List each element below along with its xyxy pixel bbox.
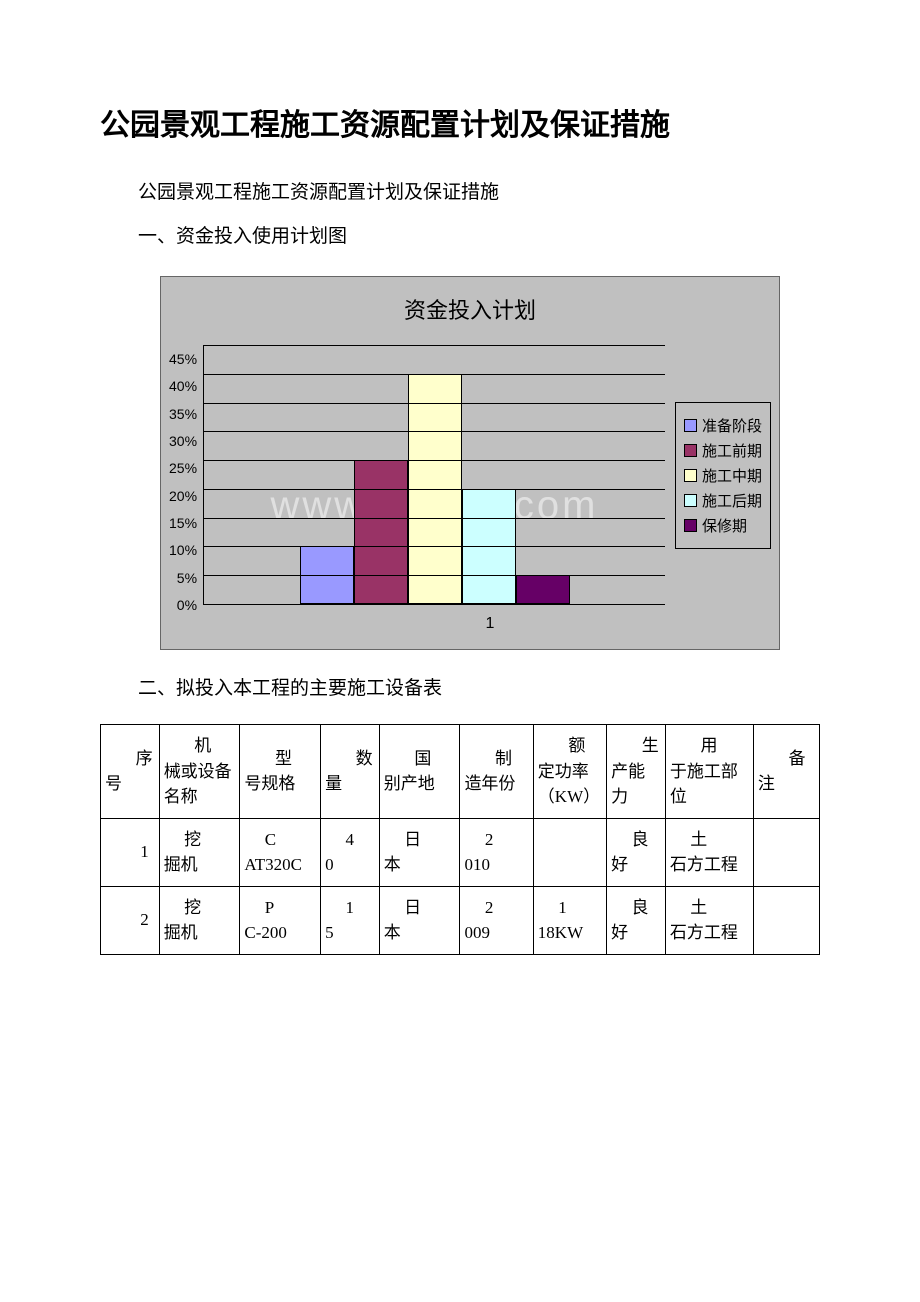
y-tick-label: 40% <box>169 379 197 393</box>
y-tick-label: 45% <box>169 352 197 366</box>
gridline <box>204 345 665 346</box>
table-cell: 15 <box>321 886 380 954</box>
section-2-heading: 二、拟投入本工程的主要施工设备表 <box>100 670 820 708</box>
investment-chart: 资金投入计划 45% 40% 35% 30% 25% 20% 15% 10% 5% 0% www.… <box>160 276 780 650</box>
gridline <box>204 431 665 432</box>
table-cell: 118KW <box>533 886 606 954</box>
y-tick-label: 25% <box>169 461 197 475</box>
legend-swatch <box>684 494 697 507</box>
legend-item: 施工中期 <box>684 465 762 486</box>
table-header-cell: 国别产地 <box>379 725 460 819</box>
y-tick-label: 35% <box>169 407 197 421</box>
table-row: 2挖掘机PC-20015日本2009118KW良好土石方工程 <box>101 886 820 954</box>
chart-plot-area: www.bdocx.com <box>203 345 665 605</box>
table-cell <box>533 818 606 886</box>
table-header-cell: 额定功率（KW） <box>533 725 606 819</box>
bar <box>354 460 408 604</box>
chart-wrapper: 资金投入计划 45% 40% 35% 30% 25% 20% 15% 10% 5% 0% www.… <box>160 276 780 650</box>
table-cell: 40 <box>321 818 380 886</box>
y-tick-label: 5% <box>177 571 197 585</box>
table-cell <box>753 886 819 954</box>
y-tick-label: 10% <box>169 543 197 557</box>
gridline <box>204 460 665 461</box>
table-header-cell: 序号 <box>101 725 160 819</box>
page-title: 公园景观工程施工资源配置计划及保证措施 <box>100 100 820 144</box>
legend-label: 保修期 <box>702 515 747 536</box>
chart-x-label: 1 <box>209 615 771 633</box>
table-cell: 土石方工程 <box>665 818 753 886</box>
y-tick-label: 0% <box>177 598 197 612</box>
chart-body: 45%40%35%30%25%20%15%10%5%0% www.bdocx.c… <box>169 345 771 605</box>
legend-swatch <box>684 519 697 532</box>
bar <box>516 575 570 604</box>
chart-title: 资金投入计划 <box>169 293 771 325</box>
legend-item: 施工后期 <box>684 490 762 511</box>
table-row: 1挖掘机CAT320C40日本2010 良好土石方工程 <box>101 818 820 886</box>
chart-legend: 准备阶段施工前期施工中期施工后期保修期 <box>675 402 771 549</box>
table-cell: 日本 <box>379 818 460 886</box>
table-header-cell: 用于施工部位 <box>665 725 753 819</box>
legend-label: 施工中期 <box>702 465 762 486</box>
legend-swatch <box>684 469 697 482</box>
equipment-table: 序号机械或设备名称型号规格数量国别产地制造年份额定功率（KW）生产能力用于施工部… <box>100 724 820 955</box>
subtitle: 公园景观工程施工资源配置计划及保证措施 <box>100 174 820 212</box>
legend-item: 保修期 <box>684 515 762 536</box>
legend-label: 准备阶段 <box>702 415 762 436</box>
legend-label: 施工后期 <box>702 490 762 511</box>
table-header-cell: 机械或设备名称 <box>159 725 240 819</box>
gridline <box>204 575 665 576</box>
table-header-cell: 型号规格 <box>240 725 321 819</box>
table-cell: 2 <box>101 886 160 954</box>
chart-bars <box>224 345 645 604</box>
table-cell: 土石方工程 <box>665 886 753 954</box>
table-header-cell: 制造年份 <box>460 725 533 819</box>
table-header-cell: 数量 <box>321 725 380 819</box>
legend-swatch <box>684 444 697 457</box>
legend-item: 施工前期 <box>684 440 762 461</box>
table-cell: 日本 <box>379 886 460 954</box>
gridline <box>204 489 665 490</box>
y-tick-label: 20% <box>169 489 197 503</box>
table-cell <box>753 818 819 886</box>
table-cell: CAT320C <box>240 818 321 886</box>
legend-item: 准备阶段 <box>684 415 762 436</box>
y-tick-label: 30% <box>169 434 197 448</box>
table-header-row: 序号机械或设备名称型号规格数量国别产地制造年份额定功率（KW）生产能力用于施工部… <box>101 725 820 819</box>
table-cell: 2010 <box>460 818 533 886</box>
table-cell: 2009 <box>460 886 533 954</box>
gridline <box>204 546 665 547</box>
table-cell: 挖掘机 <box>159 818 240 886</box>
table-header-cell: 生产能力 <box>607 725 666 819</box>
section-1-heading: 一、资金投入使用计划图 <box>100 218 820 256</box>
chart-y-axis: 45%40%35%30%25%20%15%10%5%0% <box>169 345 203 605</box>
table-header-cell: 备注 <box>753 725 819 819</box>
gridline <box>204 374 665 375</box>
table-cell: 挖掘机 <box>159 886 240 954</box>
table-cell: PC-200 <box>240 886 321 954</box>
y-tick-label: 15% <box>169 516 197 530</box>
table-body: 1挖掘机CAT320C40日本2010良好土石方工程2挖掘机PC-20015日本… <box>101 818 820 954</box>
table-cell: 1 <box>101 818 160 886</box>
gridline <box>204 403 665 404</box>
table-cell: 良好 <box>607 818 666 886</box>
table-cell: 良好 <box>607 886 666 954</box>
gridline <box>204 518 665 519</box>
legend-swatch <box>684 419 697 432</box>
table-header: 序号机械或设备名称型号规格数量国别产地制造年份额定功率（KW）生产能力用于施工部… <box>101 725 820 819</box>
legend-label: 施工前期 <box>702 440 762 461</box>
